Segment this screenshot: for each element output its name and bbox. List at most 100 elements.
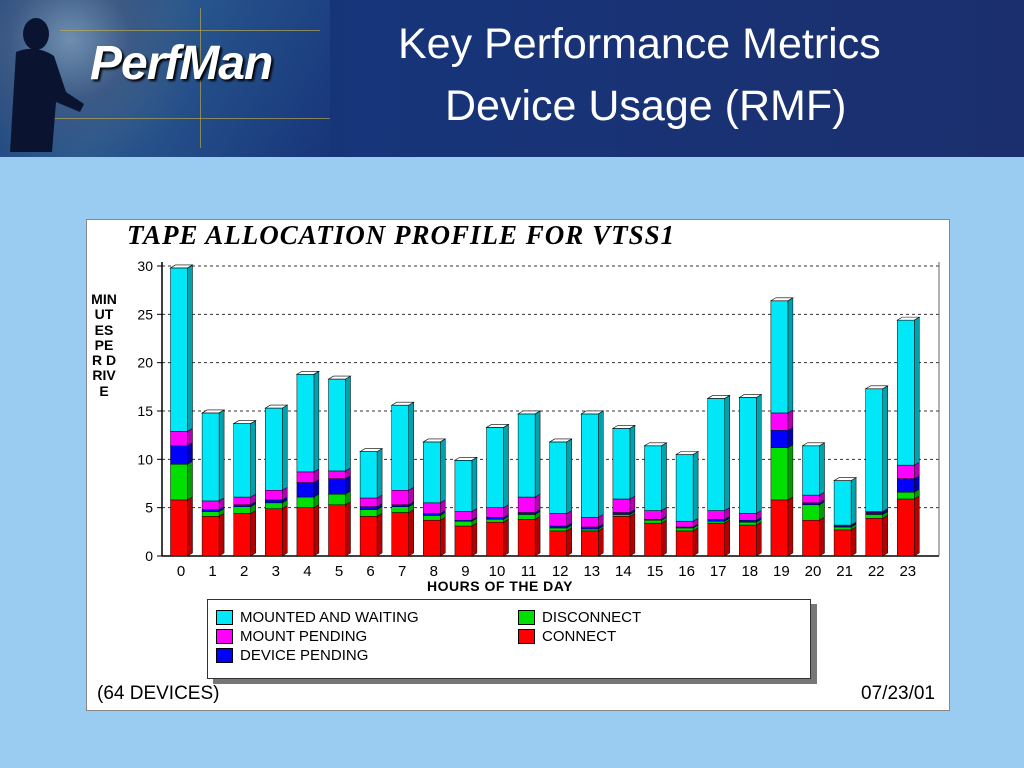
bar-segment [675, 520, 694, 528]
bar-segment [897, 464, 915, 479]
bar-segment [581, 413, 599, 518]
bar-segment [265, 407, 283, 491]
x-tick-label: 10 [489, 563, 506, 580]
bar-side [787, 409, 794, 431]
decorative-line [60, 30, 320, 31]
y-tick-label: 20 [137, 355, 153, 371]
bar-segment [865, 518, 883, 557]
bar-top [517, 410, 542, 415]
bar-top [327, 375, 352, 380]
bar-side [787, 496, 794, 557]
bar-segment [707, 520, 725, 524]
bar-segment [675, 527, 694, 532]
legend-swatch-device-pending [216, 648, 233, 663]
bar-segment [612, 512, 631, 515]
bar-segment [170, 499, 188, 557]
x-tick-label: 15 [647, 563, 664, 580]
bar-side [566, 438, 572, 514]
x-tick-label: 14 [615, 563, 632, 580]
bar-segment [865, 512, 883, 515]
bar-segment [454, 460, 473, 512]
bar-segment [802, 494, 820, 504]
bar-segment [739, 513, 757, 521]
bar-segment [770, 447, 789, 501]
bar-segment [296, 482, 315, 498]
bar-segment [391, 512, 409, 557]
bar-segment [897, 478, 915, 493]
bar-segment [454, 520, 473, 527]
x-tick-label: 22 [868, 563, 885, 580]
bar-segment [517, 413, 536, 498]
bar-side [440, 438, 446, 504]
bar-segment [739, 521, 757, 526]
bar-segment [423, 515, 441, 521]
bar-segment [581, 517, 599, 528]
bar-segment [833, 480, 852, 526]
bar-segment [581, 528, 599, 532]
x-tick-label: 23 [899, 563, 916, 580]
bar-segment [897, 319, 915, 466]
slide-title-line1: Key Performance Metrics [398, 20, 881, 68]
bar-segment [296, 374, 315, 473]
bar-segment [549, 525, 567, 529]
bar-side [408, 509, 414, 557]
legend-swatch-mounted-and-waiting [216, 610, 233, 625]
bar-top [485, 424, 510, 428]
x-tick-label: 0 [177, 563, 185, 580]
bar-side [440, 516, 446, 557]
bar-segment [865, 388, 883, 512]
bar-segment [296, 507, 315, 557]
bar-segment [739, 519, 757, 523]
bar-segment [549, 441, 567, 514]
chart-title: TAPE ALLOCATION PROFILE FOR VTSS1 [127, 220, 676, 250]
bar-side [598, 410, 604, 518]
bar-side [282, 404, 288, 491]
bar-segment [265, 499, 283, 504]
bar-segment [170, 463, 188, 501]
bar-side [313, 370, 320, 473]
bar-side [187, 460, 193, 501]
decorative-line [200, 8, 201, 148]
bar-side [534, 515, 541, 557]
bar-segment [802, 504, 820, 521]
bar-side [787, 444, 794, 501]
bar-side [914, 316, 920, 466]
x-tick-label: 18 [741, 563, 758, 580]
bar-side [724, 519, 730, 557]
bar-segment [770, 300, 789, 414]
bar-side [629, 512, 636, 557]
bar-segment [359, 451, 378, 499]
x-tick-label: 20 [805, 563, 822, 580]
x-tick-label: 9 [461, 563, 469, 580]
bar-top [548, 438, 573, 443]
person-silhouette-icon [10, 18, 84, 152]
x-tick-label: 8 [430, 563, 438, 580]
bar-segment [359, 497, 378, 507]
chart-panel: TAPE ALLOCATION PROFILE FOR VTSS1 0 5 10 15… [86, 219, 950, 711]
bar-segment [391, 404, 409, 491]
bar-side [756, 521, 762, 557]
y-tick-label: 25 [137, 306, 153, 322]
x-tick-label: 12 [552, 563, 569, 580]
perfman-logo: PerfMan [90, 37, 273, 90]
bar-segment [802, 502, 820, 506]
bar-segment [549, 513, 567, 527]
bar-top [422, 438, 447, 443]
decorative-line [40, 118, 330, 119]
bar-side [882, 514, 888, 557]
bar-top [232, 420, 257, 424]
bar-side [692, 451, 699, 522]
bar-top [769, 297, 794, 302]
report-date: 07/23/01 [861, 683, 935, 704]
bar-segment [486, 521, 504, 557]
bar-top [833, 477, 858, 481]
bar-segment [454, 511, 473, 521]
bar-segment [454, 525, 473, 557]
bar-segment [707, 510, 725, 520]
bar-side [850, 477, 857, 526]
bar-segment [201, 412, 220, 502]
bar-side [187, 496, 193, 557]
bar-side [661, 442, 667, 512]
bar-segment [549, 527, 567, 532]
bar-side [345, 501, 351, 557]
